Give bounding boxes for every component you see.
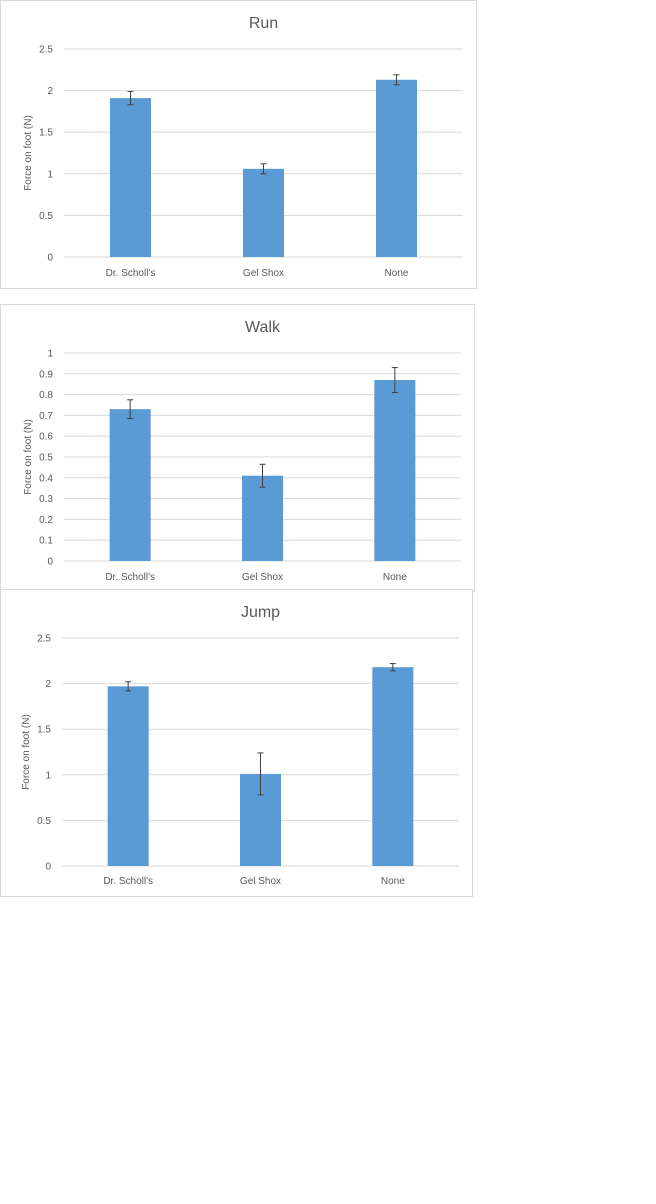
y-tick-label: 1.5 [39, 128, 53, 139]
x-tick-label: Dr. Scholl's [106, 268, 156, 279]
bar [110, 98, 151, 257]
x-tick-label: Dr. Scholl's [105, 572, 155, 583]
y-axis-title: Force on foot (N) [23, 419, 34, 495]
x-tick-label: Gel Shox [240, 876, 281, 887]
walk-chart: Walk 0 0.1 0.2 0.3 0.4 0.5 0.6 0.7 0.8 0.9 1 Force o… [0, 304, 475, 592]
bar [242, 475, 283, 561]
y-axis-title: Force on foot (N) [21, 714, 32, 790]
y-tick-label: 2.5 [39, 45, 53, 56]
y-tick-label: 2 [45, 679, 51, 690]
y-tick-label: 2.5 [37, 634, 51, 645]
chart-title: Run [249, 15, 278, 32]
y-tick-label: 0.8 [39, 390, 53, 401]
jump-chart: Jump 0 0.5 1 1.5 2 2.5 Force on foot (N) Dr. Sch… [0, 589, 473, 897]
y-tick-label: 1 [45, 770, 51, 781]
x-tick-label: Gel Shox [243, 268, 284, 279]
chart-title: Jump [241, 604, 280, 621]
bar [107, 686, 149, 866]
y-tick-label: 0.6 [39, 432, 53, 443]
y-tick-label: 0 [47, 253, 53, 264]
x-tick-label: Gel Shox [242, 572, 283, 583]
walk-chart-svg: Walk 0 0.1 0.2 0.3 0.4 0.5 0.6 0.7 0.8 0.9 1 Force o… [23, 319, 461, 583]
bar [109, 409, 151, 561]
chart-title: Walk [245, 319, 281, 336]
y-tick-label: 0.5 [39, 211, 53, 222]
x-tick-label: None [383, 572, 407, 583]
y-tick-label: 0.2 [39, 515, 53, 526]
y-tick-label: 0.5 [37, 816, 51, 827]
bar [376, 79, 417, 257]
x-tick-label: Dr. Scholl's [103, 876, 153, 887]
y-axis-title: Force on foot (N) [23, 115, 34, 191]
y-tick-label: 0 [47, 557, 53, 568]
x-tick-label: None [381, 876, 405, 887]
y-tick-label: 0.3 [39, 494, 53, 505]
jump-chart-svg: Jump 0 0.5 1 1.5 2 2.5 Force on foot (N) Dr. Sch… [21, 604, 459, 887]
y-tick-label: 2 [47, 86, 53, 97]
y-tick-label: 0.9 [39, 369, 53, 380]
y-tick-label: 0 [45, 862, 51, 873]
y-tick-label: 1.5 [37, 725, 51, 736]
bar [243, 168, 284, 257]
y-tick-label: 1 [47, 169, 53, 180]
y-tick-label: 0.5 [39, 453, 53, 464]
y-tick-label: 1 [47, 349, 53, 360]
y-tick-label: 0.7 [39, 411, 53, 422]
bar [374, 380, 416, 561]
run-chart-svg: Run 0 0.5 1 1.5 2 2.5 Force on foot (N) Dr. Scho… [23, 15, 463, 279]
run-chart: Run 0 0.5 1 1.5 2 2.5 Force on foot (N) Dr. Scho… [0, 0, 477, 289]
bar [372, 667, 414, 866]
x-tick-label: None [385, 268, 409, 279]
y-tick-label: 0.1 [39, 536, 53, 547]
y-tick-label: 0.4 [39, 473, 53, 484]
